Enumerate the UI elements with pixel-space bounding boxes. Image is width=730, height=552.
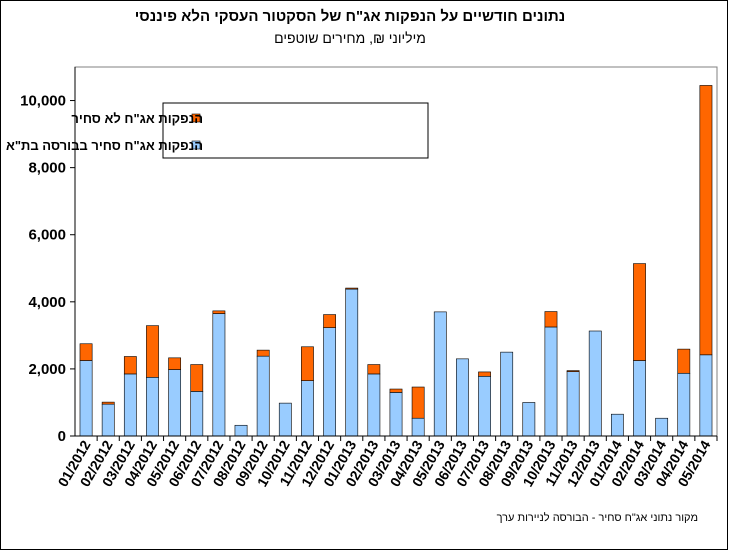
y-tick-label: 6,000: [28, 227, 66, 244]
bar-traded: [301, 380, 314, 437]
bar-traded: [256, 355, 270, 437]
bar-non-traded: [79, 343, 93, 361]
bar-non-traded: [146, 325, 159, 378]
bar-traded: [433, 311, 447, 437]
bar-traded: [123, 373, 137, 437]
bar-traded: [345, 288, 359, 437]
bar-non-traded: [256, 349, 270, 357]
bar-traded: [79, 360, 93, 437]
bar-traded: [588, 330, 602, 437]
bar-traded: [212, 313, 226, 437]
bar-traded: [699, 354, 713, 437]
legend-swatch: [191, 140, 201, 150]
bar-non-traded: [566, 370, 580, 372]
bar-traded: [190, 391, 204, 437]
y-tick-label: 10,000: [20, 93, 66, 110]
bar-traded: [566, 371, 580, 437]
bar-non-traded: [345, 287, 359, 290]
bar-non-traded: [168, 357, 182, 370]
y-tick-label: 0: [58, 428, 66, 445]
bar-non-traded: [301, 346, 314, 381]
bar-traded: [389, 392, 403, 437]
bar-non-traded: [411, 386, 425, 419]
bar-traded: [456, 358, 469, 437]
bar-non-traded: [367, 364, 381, 375]
bar-traded: [544, 326, 558, 437]
legend-swatch: [191, 113, 201, 123]
bar-traded: [168, 369, 182, 437]
bar-traded: [610, 413, 624, 437]
legend-label: הנפקות אג"ח לא סחיר: [71, 111, 203, 126]
bar-non-traded: [123, 356, 137, 375]
legend-box: [162, 102, 429, 159]
bar-traded: [655, 417, 669, 437]
bar-non-traded: [323, 314, 336, 328]
legend-label: הנפקות אג"ח סחיר בבורסה בת"א: [6, 138, 203, 153]
bar-non-traded: [389, 388, 403, 393]
bar-traded: [367, 373, 381, 437]
source-note: מקור נתוני אג"ח סחיר - הבורסה לניירות ער…: [496, 512, 698, 524]
bar-traded: [234, 424, 248, 437]
bar-traded: [101, 403, 115, 437]
y-tick-label: 8,000: [28, 160, 66, 177]
bar-traded: [323, 327, 336, 437]
bar-non-traded: [544, 311, 558, 328]
bar-traded: [146, 376, 159, 437]
bar-traded: [677, 372, 691, 437]
bar-non-traded: [101, 401, 115, 405]
chart-subtitle: מיליוני ₪, מחירים שוטפים: [274, 30, 426, 46]
bar-non-traded: [190, 364, 204, 392]
bar-traded: [411, 417, 425, 437]
bar-non-traded: [633, 263, 646, 361]
bar-traded: [633, 360, 646, 437]
y-tick-label: 4,000: [28, 294, 66, 311]
bar-traded: [278, 402, 292, 437]
chart-title: נתונים חודשיים על הנפקות אג"ח של הסקטור …: [134, 8, 566, 25]
bar-non-traded: [212, 310, 226, 314]
y-tick-label: 2,000: [28, 361, 66, 378]
bar-traded: [522, 402, 536, 437]
bar-traded: [500, 351, 514, 437]
bar-traded: [478, 375, 491, 437]
bar-non-traded: [677, 348, 691, 374]
bar-non-traded: [478, 371, 491, 377]
bar-non-traded: [699, 85, 713, 356]
legend: הנפקות אג"ח לא סחיר הנפקות אג"ח סחיר בבור…: [6, 102, 429, 159]
